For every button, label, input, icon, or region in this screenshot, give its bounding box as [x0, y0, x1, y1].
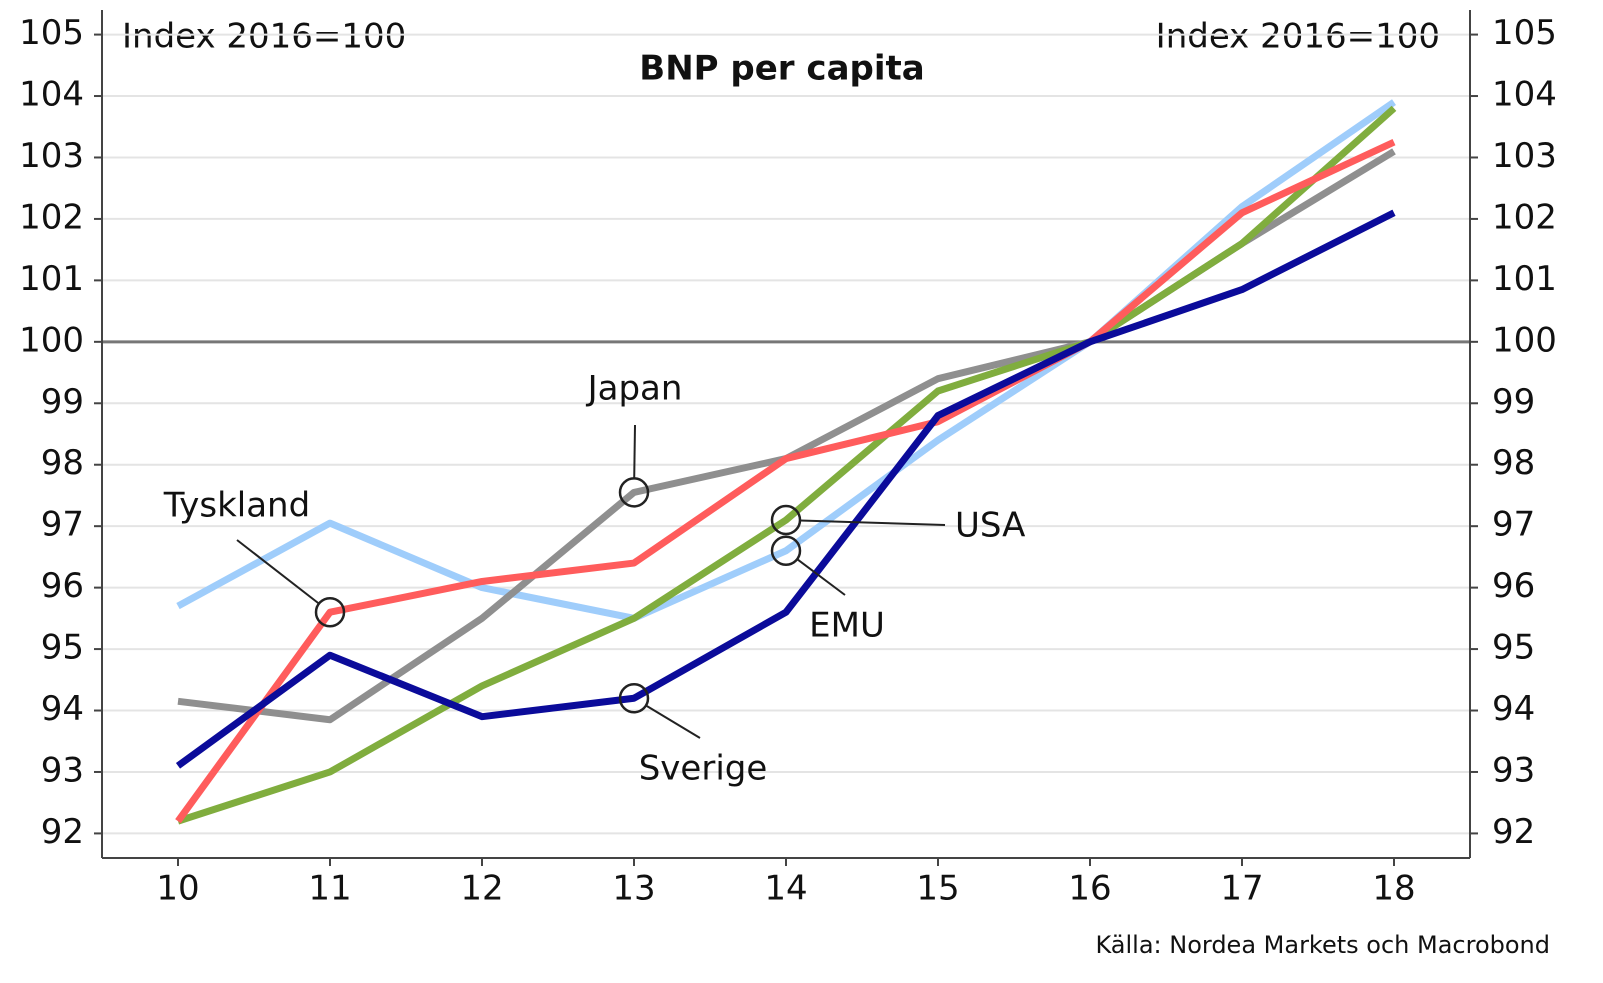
y-tick-label: 100: [19, 320, 84, 360]
y2-tick-label: 98: [1492, 443, 1535, 483]
y-axis-label: Index 2016=100: [122, 17, 406, 57]
y2-axis-label: Index 2016=100: [1156, 17, 1440, 57]
x-tick-label: 11: [308, 869, 351, 909]
y-tick-label: 105: [19, 13, 84, 53]
x-tick-label: 10: [156, 869, 199, 909]
y2-tick-label: 96: [1492, 566, 1535, 606]
x-tick-label: 13: [612, 869, 655, 909]
y2-tick-label: 102: [1492, 197, 1557, 237]
leader-line: [799, 519, 946, 526]
y-tick-label: 99: [41, 382, 84, 422]
y2-tick-label: 100: [1492, 320, 1557, 360]
y2-tick-label: 93: [1492, 750, 1535, 790]
y2-tick-label: 101: [1492, 259, 1557, 299]
leader-line: [236, 539, 320, 605]
y-tick-label: 92: [41, 812, 84, 852]
y2-tick-label: 103: [1492, 136, 1557, 176]
y2-tick-label: 95: [1492, 628, 1535, 668]
y2-tick-label: 99: [1492, 382, 1535, 422]
annotation-circle: [770, 504, 802, 536]
source: Källa: Nordea Markets och Macrobond: [1095, 931, 1550, 959]
chart-title: BNP per capita: [639, 49, 924, 89]
y2-tick-label: 92: [1492, 812, 1535, 852]
leader-line: [796, 558, 846, 596]
y-tick-label: 93: [41, 750, 84, 790]
series-line: [175, 138, 1396, 824]
y-tick-label: 104: [19, 75, 84, 115]
x-tick-label: 14: [764, 869, 807, 909]
y-tick-label: 96: [41, 566, 84, 606]
x-tick-label: 18: [1372, 869, 1415, 909]
annotation-circle: [618, 682, 650, 714]
x-tick-label: 15: [916, 869, 959, 909]
y2-tick-label: 105: [1492, 13, 1557, 53]
y-tick-label: 94: [41, 689, 84, 729]
annotation-circle: [770, 535, 802, 567]
series-line: [176, 105, 1397, 825]
annotation-circle: [618, 477, 650, 508]
y-tick-label: 98: [41, 443, 84, 483]
series-label: Sverige: [639, 749, 768, 789]
x-tick-label: 12: [460, 869, 503, 909]
y-tick-label: 103: [19, 136, 84, 176]
series-label: Tyskland: [163, 486, 310, 526]
x-tick-label: 17: [1220, 869, 1263, 909]
y2-tick-label: 94: [1492, 689, 1535, 729]
leader-line: [633, 424, 636, 479]
annotation-circle: [314, 596, 346, 628]
series-label: USA: [955, 506, 1025, 546]
y-tick-label: 97: [41, 505, 84, 545]
y-tick-label: 95: [41, 628, 84, 668]
series-label: EMU: [809, 606, 885, 646]
series-label: Japan: [586, 369, 683, 409]
y-tick-label: 102: [19, 197, 84, 237]
y2-tick-label: 104: [1492, 75, 1557, 115]
series-line: [175, 209, 1396, 769]
x-tick-label: 16: [1068, 869, 1111, 909]
leader-line: [645, 704, 701, 739]
y2-tick-label: 97: [1492, 505, 1535, 545]
series-line: [176, 99, 1396, 622]
y-tick-label: 101: [19, 259, 84, 299]
